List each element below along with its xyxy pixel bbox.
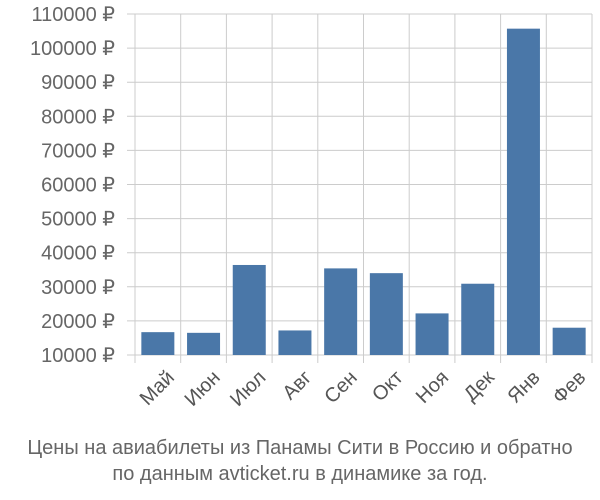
bar	[187, 332, 221, 355]
y-tick-label: 40000 ₽	[41, 243, 115, 265]
x-tick-label: Дек	[460, 366, 499, 405]
x-tick-label: Фев	[549, 367, 591, 409]
bar	[461, 283, 495, 355]
chart-caption-line-1: Цены на авиабилеты из Панамы Сити в Росс…	[27, 437, 573, 459]
y-axis-ticks: 10000 ₽ 20000 ₽ 30000 ₽ 40000 ₽ 50000 ₽ 60000…	[30, 4, 115, 367]
y-tick-label: 70000 ₽	[41, 140, 115, 162]
x-tick-label: Июн	[181, 367, 225, 411]
x-tick-label: Май	[136, 367, 179, 410]
x-tick-label: Ноя	[412, 367, 453, 408]
bar	[324, 268, 358, 355]
x-tick-label: Янв	[503, 367, 544, 408]
y-tick-label: 80000 ₽	[41, 106, 115, 128]
bar	[415, 313, 449, 355]
bar	[141, 332, 175, 355]
y-tick-label: 20000 ₽	[41, 311, 115, 333]
x-tick-label: Сен	[320, 367, 361, 408]
y-tick-label: 50000 ₽	[41, 209, 115, 231]
bar	[278, 330, 312, 355]
bar	[552, 327, 586, 355]
bar	[232, 264, 266, 355]
bar	[506, 28, 540, 356]
bars	[141, 28, 586, 356]
y-tick-label: 100000 ₽	[30, 38, 115, 60]
x-tick-label: Июл	[226, 367, 270, 411]
price-chart: 10000 ₽ 20000 ₽ 30000 ₽ 40000 ₽ 50000 ₽ 60000…	[30, 4, 593, 411]
y-tick-label: 30000 ₽	[41, 277, 115, 299]
grid-layer	[127, 13, 593, 363]
y-tick-label: 90000 ₽	[41, 72, 115, 94]
y-tick-label: 60000 ₽	[41, 175, 115, 197]
chart-caption-line-2: по данным avticket.ru в динамике за год.	[112, 463, 488, 485]
bar	[369, 273, 403, 355]
x-axis-ticks: Май Июн Июл Авг Сен Окт Ноя Дек Янв Фев	[136, 366, 591, 410]
y-tick-label: 110000 ₽	[31, 4, 115, 26]
x-tick-label: Окт	[368, 367, 407, 406]
x-tick-label: Авг	[278, 367, 316, 405]
y-tick-label: 10000 ₽	[41, 345, 115, 367]
